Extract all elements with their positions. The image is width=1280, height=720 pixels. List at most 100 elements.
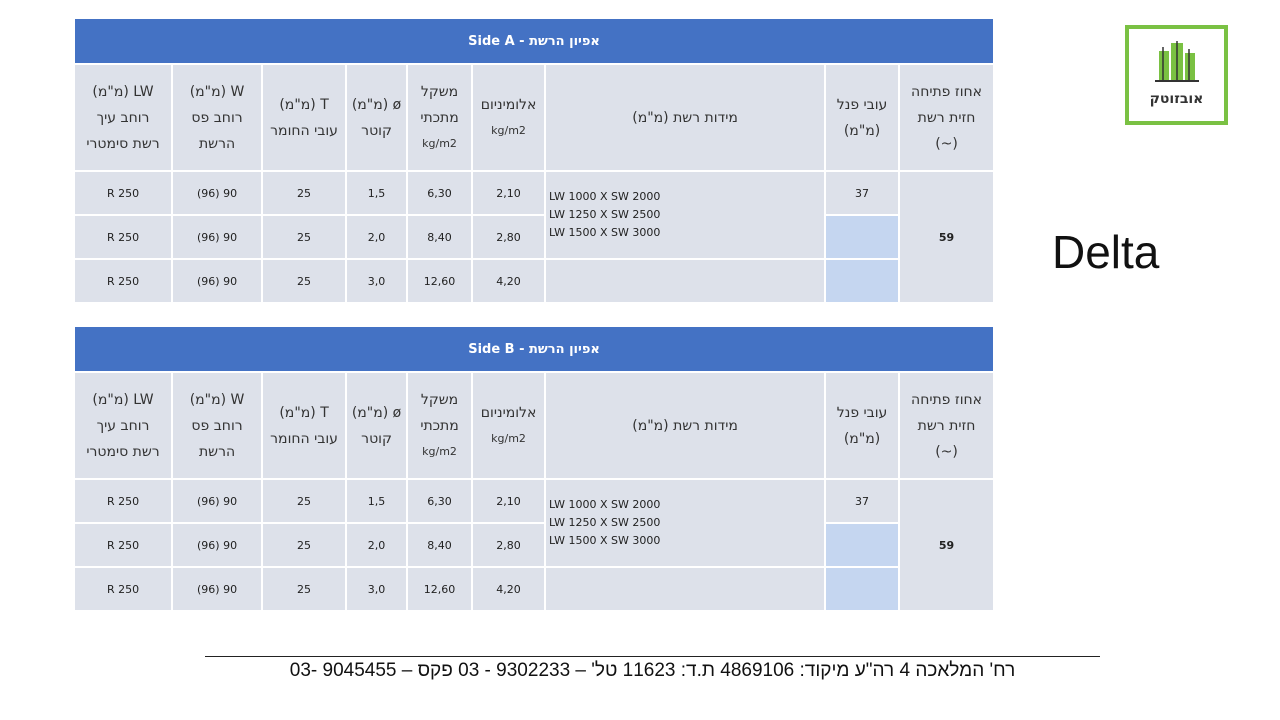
t-cell: 25: [261, 258, 348, 304]
header-cell: אחוז פתיחה חזית רשת (~): [898, 63, 996, 172]
header-line: אלומיניום: [480, 96, 537, 113]
header-line: משקל: [420, 391, 459, 408]
weight-cell: 12,60: [406, 566, 474, 612]
diameter-cell: 1,5: [345, 478, 409, 524]
diameter-cell: 2,0: [345, 522, 409, 568]
panel-cell: 37: [824, 170, 901, 216]
header-line: עובי החומר: [270, 122, 338, 139]
header-cell: משקל מתכתי kg/m2: [406, 371, 474, 480]
aluminum-cell: 2,10: [471, 478, 547, 524]
header-cell: מידות רשת (מ"מ): [544, 63, 827, 172]
header-line: LW (מ"מ): [92, 391, 154, 408]
weight-cell: 6,30: [406, 478, 474, 524]
header-line: (מ"מ): [843, 122, 881, 139]
header-cell: אלומיניום kg/m2: [471, 371, 547, 480]
spec-table: אפיון הרשת - Side B אחוז פתיחה חזית רשת (~)…: [72, 325, 996, 612]
header-cell: משקל מתכתי kg/m2: [406, 63, 474, 172]
w-cell: 90 (96): [171, 478, 264, 524]
header-line: חזית רשת: [917, 109, 976, 126]
weight-cell: 8,40: [406, 214, 474, 260]
diameter-cell: 3,0: [345, 566, 409, 612]
t-cell: 25: [261, 478, 348, 524]
header-cell: LW (מ"מ) רוחב עיך רשת סימטרי: [72, 371, 174, 480]
header-line: אלומיניום: [480, 404, 537, 421]
data-row: 4,20 12,60 3,0 25 90 (96) R 250: [72, 566, 994, 612]
footer: רח' המלאכה 4 רה"ע מיקוד: 4869106 ת.ד: 11…: [289, 660, 1016, 681]
opening-cell: 59: [898, 170, 996, 304]
panel-cell: 37: [824, 478, 901, 524]
header-cell: אלומיניום kg/m2: [471, 63, 547, 172]
dimension-line: LW 1250 X SW 2500: [549, 208, 661, 221]
header-cell: אחוז פתיחה חזית רשת (~): [898, 371, 996, 480]
header-line: kg/m2: [491, 431, 526, 445]
header-line: הרשת: [198, 135, 236, 152]
header-line: קוטר: [361, 430, 392, 447]
header-line: מתכתי: [420, 109, 459, 126]
header-line: LW (מ"מ): [92, 83, 154, 100]
header-line: קוטר: [361, 122, 392, 139]
t-cell: 25: [261, 170, 348, 216]
header-line: kg/m2: [422, 136, 457, 150]
header-line: (~): [935, 443, 958, 460]
header-line: עובי החומר: [270, 430, 338, 447]
opening-cell: 59: [898, 478, 996, 612]
logo: אובזוטק: [1125, 25, 1228, 125]
dimensions-cell: [544, 566, 827, 612]
table-title: אפיון הרשת - Side B: [72, 325, 996, 373]
title-row: אפיון הרשת - Side A: [72, 17, 996, 65]
header-line: מידות רשת (מ"מ): [632, 109, 738, 126]
header-line: רשת סימטרי: [86, 443, 160, 460]
dimensions-cell: [544, 258, 827, 304]
header-line: (~): [935, 135, 958, 152]
header-line: רוחב עיך: [96, 417, 150, 434]
header-row: אחוז פתיחה חזית רשת (~) עובי פנל (מ"מ) מידות …: [72, 63, 996, 172]
w-cell: 90 (96): [171, 170, 264, 216]
lw-cell: R 250: [72, 214, 174, 260]
lw-cell: R 250: [72, 170, 174, 216]
header-line: W (מ"מ): [189, 83, 245, 100]
lw-cell: R 250: [72, 522, 174, 568]
lw-cell: R 250: [72, 566, 174, 612]
data-row: 59 37 LW 1000 X SW 2000 LW 1250 X SW 2500 LW…: [72, 478, 996, 612]
data-row: 4,20 12,60 3,0 25 90 (96) R 250: [72, 258, 994, 304]
header-cell: LW (מ"מ) רוחב עיך רשת סימטרי: [72, 63, 174, 172]
footer-rule: [205, 656, 1100, 657]
panel-cell: [824, 522, 901, 568]
logo-text: אובזוטק: [1149, 91, 1204, 107]
header-line: עובי פנל: [836, 96, 888, 113]
w-cell: 90 (96): [171, 566, 264, 612]
header-cell: מידות רשת (מ"מ): [544, 371, 827, 480]
data-row: 2,80 8,40 2,0 25 90 (96) R 250: [72, 214, 994, 260]
dimensions-cell: LW 1000 X SW 2000 LW 1250 X SW 2500 LW 150…: [544, 170, 827, 260]
header-line: (מ"מ): [843, 430, 881, 447]
header-line: רוחב פס: [191, 417, 243, 434]
header-line: רוחב פס: [191, 109, 243, 126]
header-cell: עובי פנל (מ"מ): [824, 63, 901, 172]
dimension-line: LW 1500 X SW 3000: [549, 226, 661, 239]
header-line: הרשת: [198, 443, 236, 460]
header-line: עובי פנל: [836, 404, 888, 421]
header-line: W (מ"מ): [189, 391, 245, 408]
w-cell: 90 (96): [171, 258, 264, 304]
diameter-cell: 3,0: [345, 258, 409, 304]
header-line: משקל: [420, 83, 459, 100]
table-title: אפיון הרשת - Side A: [72, 17, 996, 65]
header-line: ø (מ"מ): [351, 404, 402, 421]
panel-cell: [824, 566, 901, 612]
diameter-cell: 2,0: [345, 214, 409, 260]
aluminum-cell: 4,20: [471, 566, 547, 612]
t-cell: 25: [261, 522, 348, 568]
spec-table: אפיון הרשת - Side A אחוז פתיחה חזית רשת (~)…: [72, 17, 996, 304]
weight-cell: 6,30: [406, 170, 474, 216]
header-line: kg/m2: [491, 123, 526, 137]
header-cell: W (מ"מ) רוחב פס הרשת: [171, 63, 264, 172]
lw-cell: R 250: [72, 258, 174, 304]
header-line: אחוז פתיחה: [911, 83, 983, 100]
w-cell: 90 (96): [171, 214, 264, 260]
weight-cell: 8,40: [406, 522, 474, 568]
header-row: אחוז פתיחה חזית רשת (~) עובי פנל (מ"מ) מידות …: [72, 371, 996, 480]
dimension-line: LW 1500 X SW 3000: [549, 534, 661, 547]
header-cell: T (מ"מ) עובי החומר: [261, 63, 348, 172]
header-line: מתכתי: [420, 417, 459, 434]
header-cell: ø (מ"מ) קוטר: [345, 63, 409, 172]
